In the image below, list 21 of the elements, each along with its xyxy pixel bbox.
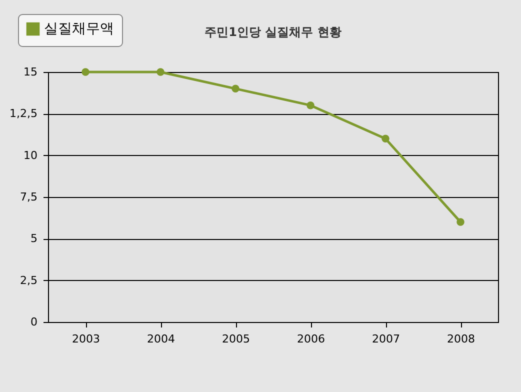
y-tick-label: 7,5 [20, 190, 38, 204]
x-tick-label: 2007 [372, 332, 400, 346]
point [456, 218, 464, 226]
point [82, 68, 90, 76]
x-tick-label: 2003 [72, 332, 100, 346]
legend-label: 실질채무액 [44, 21, 114, 37]
point [382, 134, 390, 143]
point [306, 101, 314, 110]
x-tick-label: 2008 [447, 332, 475, 346]
y-tick-label: 15 [24, 66, 38, 78]
x-tick-label: 2005 [222, 332, 250, 346]
point [232, 84, 240, 93]
y-tick-label: 0 [30, 316, 38, 328]
y-tick-label: 5 [30, 232, 38, 246]
y-tick-label: 2,5 [20, 274, 38, 287]
y-tick-label: 10 [24, 148, 38, 162]
chart-title: 주민1인당 실질채무 현황 [204, 25, 342, 39]
point [156, 68, 164, 76]
x-tick-label: 2006 [297, 332, 325, 346]
y-tick-label: 1,2,5 [10, 107, 38, 120]
x-tick-label: 2004 [147, 332, 175, 346]
